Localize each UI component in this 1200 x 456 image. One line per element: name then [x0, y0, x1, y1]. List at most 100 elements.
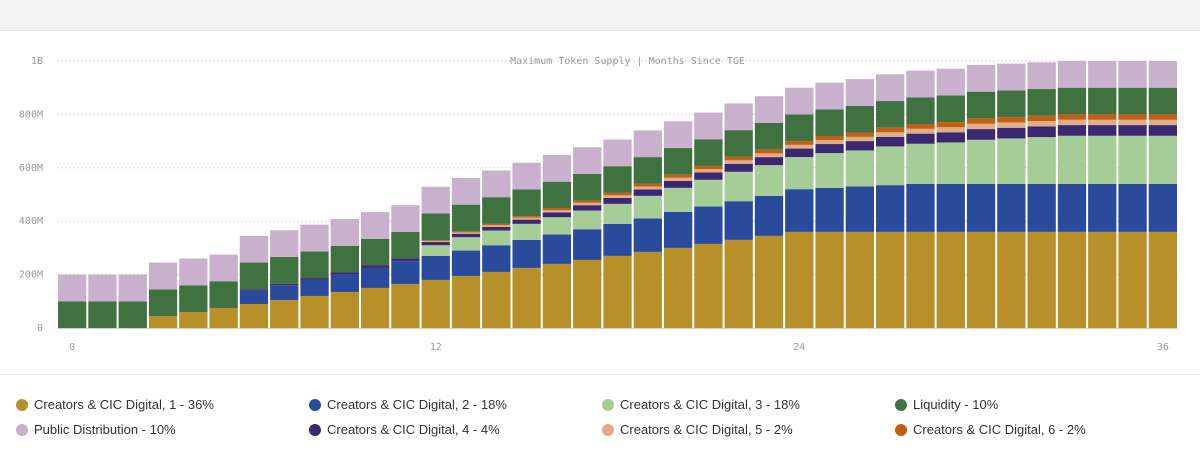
bar-segment[interactable] — [1118, 183, 1147, 232]
bar-segment[interactable] — [966, 118, 996, 124]
bar-segment[interactable] — [694, 172, 723, 180]
bar-segment[interactable] — [391, 258, 420, 262]
bar-segment[interactable] — [300, 295, 329, 328]
bar-segment[interactable] — [845, 150, 875, 187]
bar-segment[interactable] — [845, 79, 875, 106]
bar-segment[interactable] — [876, 132, 905, 137]
bar-segment[interactable] — [997, 122, 1026, 128]
bar-segment[interactable] — [1118, 125, 1147, 136]
bar-segment[interactable] — [451, 275, 481, 328]
bar-segment[interactable] — [785, 148, 814, 158]
bar-segment[interactable] — [421, 240, 450, 241]
bar-segment[interactable] — [633, 157, 662, 184]
bar-segment[interactable] — [815, 187, 844, 232]
bar-segment[interactable] — [966, 91, 996, 119]
bar-segment[interactable] — [694, 206, 723, 244]
bar-segment[interactable] — [966, 123, 996, 130]
bar-segment[interactable] — [573, 259, 602, 328]
bar-segment[interactable] — [936, 132, 965, 143]
bar-segment[interactable] — [906, 143, 935, 184]
bar-segment[interactable] — [906, 128, 935, 134]
bar-segment[interactable] — [512, 216, 541, 218]
bar-segment[interactable] — [1027, 183, 1056, 232]
bar-segment[interactable] — [239, 290, 269, 304]
legend-item-creators-4[interactable]: Creators & CIC Digital, 4 - 4% — [309, 422, 500, 437]
bar-segment[interactable] — [815, 231, 844, 328]
bar-segment[interactable] — [845, 132, 875, 137]
bar-segment[interactable] — [785, 114, 814, 142]
bar-segment[interactable] — [421, 240, 450, 243]
bar-segment[interactable] — [724, 103, 753, 131]
bar-segment[interactable] — [815, 140, 844, 145]
bar-segment[interactable] — [815, 144, 844, 154]
bar-segment[interactable] — [239, 289, 269, 291]
bar-segment[interactable] — [300, 224, 329, 252]
bar-segment[interactable] — [542, 210, 572, 213]
bar-segment[interactable] — [936, 183, 965, 232]
bar-segment[interactable] — [785, 231, 814, 328]
legend-item-creators-6[interactable]: Creators & CIC Digital, 6 - 2% — [895, 422, 1086, 437]
bar-segment[interactable] — [482, 197, 511, 224]
bar-segment[interactable] — [1057, 119, 1087, 126]
bar-segment[interactable] — [1118, 114, 1147, 120]
bar-segment[interactable] — [58, 274, 87, 302]
bar-segment[interactable] — [1027, 89, 1056, 116]
bar-segment[interactable] — [360, 287, 390, 328]
bar-segment[interactable] — [663, 180, 693, 188]
bar-segment[interactable] — [694, 165, 723, 170]
bar-segment[interactable] — [724, 239, 753, 328]
bar-segment[interactable] — [603, 166, 632, 193]
bar-segment[interactable] — [451, 237, 481, 251]
bar-segment[interactable] — [330, 291, 359, 328]
bar-segment[interactable] — [1027, 126, 1056, 138]
bar-segment[interactable] — [391, 283, 420, 328]
bar-segment[interactable] — [663, 174, 693, 178]
bar-segment[interactable] — [1057, 183, 1087, 232]
bar-segment[interactable] — [754, 96, 784, 123]
bar-segment[interactable] — [209, 307, 238, 328]
bar-segment[interactable] — [997, 90, 1026, 118]
bar-segment[interactable] — [300, 251, 329, 279]
bar-segment[interactable] — [1027, 115, 1056, 122]
bar-segment[interactable] — [815, 109, 844, 137]
bar-segment[interactable] — [603, 197, 632, 204]
bar-segment[interactable] — [966, 231, 996, 328]
bar-segment[interactable] — [1088, 231, 1117, 328]
bar-segment[interactable] — [270, 256, 299, 284]
bar-segment[interactable] — [270, 299, 299, 328]
bar-segment[interactable] — [754, 122, 784, 150]
legend-item-creators-1[interactable]: Creators & CIC Digital, 1 - 36% — [16, 397, 214, 412]
bar-segment[interactable] — [421, 242, 450, 246]
bar-segment[interactable] — [876, 74, 905, 102]
bar-segment[interactable] — [1148, 125, 1177, 136]
bar-segment[interactable] — [1118, 87, 1147, 115]
bar-segment[interactable] — [906, 183, 935, 232]
bar-segment[interactable] — [724, 156, 753, 161]
bar-segment[interactable] — [724, 160, 753, 164]
bar-segment[interactable] — [754, 235, 784, 328]
bar-segment[interactable] — [118, 274, 147, 302]
bar-segment[interactable] — [1057, 135, 1087, 184]
bar-segment[interactable] — [118, 301, 147, 328]
bar-segment[interactable] — [1148, 114, 1177, 120]
bar-segment[interactable] — [754, 149, 784, 154]
bar-segment[interactable] — [573, 200, 602, 203]
bar-segment[interactable] — [1027, 137, 1056, 184]
bar-segment[interactable] — [754, 157, 784, 166]
bar-segment[interactable] — [997, 117, 1026, 123]
bar-segment[interactable] — [694, 112, 723, 140]
bar-segment[interactable] — [482, 226, 511, 231]
bar-segment[interactable] — [391, 261, 420, 284]
bar-segment[interactable] — [451, 177, 481, 205]
bar-segment[interactable] — [785, 87, 814, 115]
bar-segment[interactable] — [573, 229, 602, 260]
bar-segment[interactable] — [451, 233, 481, 238]
bar-segment[interactable] — [845, 136, 875, 142]
bar-segment[interactable] — [179, 311, 208, 328]
bar-segment[interactable] — [330, 219, 359, 246]
bar-segment[interactable] — [58, 301, 87, 328]
bar-segment[interactable] — [148, 315, 178, 328]
bar-segment[interactable] — [754, 165, 784, 196]
bar-segment[interactable] — [451, 250, 481, 276]
bar-segment[interactable] — [482, 225, 511, 227]
